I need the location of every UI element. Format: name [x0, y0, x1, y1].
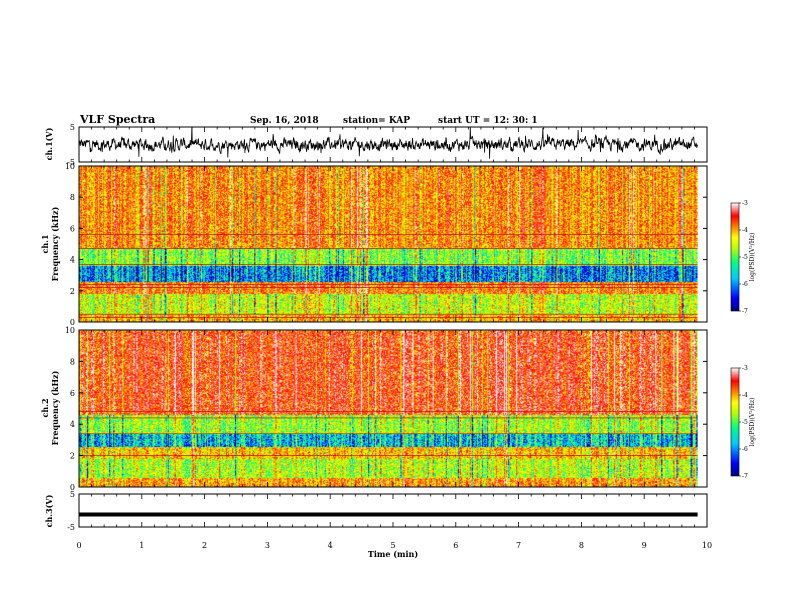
ch1-spec-y-label: ch.1 Frequency (kHz) [40, 206, 60, 281]
ch1-spectrogram-ytick-label: 4 [70, 256, 75, 265]
ch1-colorbar-bar [730, 202, 740, 312]
ch1-spectrogram-ytick-label: 10 [65, 162, 75, 171]
station-label: station= KAP [343, 116, 410, 126]
ch1-spectrogram-ytick-label: 8 [70, 193, 75, 202]
ch1-colorbar-tick-label: -7 [742, 308, 748, 315]
ch1-colorbar-label: log(PSD)(V²/Hz) [749, 233, 756, 282]
ch2-spectrogram-ytick-label: 10 [65, 326, 75, 335]
x-tick-label: 9 [642, 541, 647, 550]
ch1-spectrogram-image [79, 166, 698, 322]
ch2-spectrogram-image [79, 330, 698, 487]
ch1-colorbar-tick-label: -3 [742, 200, 748, 207]
ch2-spec-y-label-line2: Frequency (kHz) [50, 370, 60, 445]
ch1-colorbar-tick-label: -5 [742, 254, 748, 261]
x-tick-label: 2 [202, 541, 207, 550]
ch1-waveform-ytick-label: -5 [67, 158, 75, 167]
x-tick-label: 0 [76, 541, 81, 550]
ch1-spectrogram-ytick-label: 0 [70, 318, 75, 327]
ch2-colorbar: -3 -4 -5 -6 -7 log(PSD)(V²/Hz) [730, 365, 756, 480]
ch2-spectrogram-ytick-label: 6 [70, 389, 75, 398]
x-tick-label: 3 [265, 541, 270, 550]
figure-title: VLF Spectra [79, 113, 155, 126]
ch2-spec-y-label: ch.2 Frequency (kHz) [40, 370, 60, 445]
ch3-waveform-ytick-label: 5 [70, 490, 75, 499]
ch2-spectrogram-panel: 0 2 4 6 8 10 [65, 326, 708, 492]
ch2-colorbar-bar [730, 367, 740, 477]
ch1-spec-y-label-line2: Frequency (kHz) [50, 206, 60, 281]
ch1-colorbar: -3 -4 -5 -6 -7 log(PSD)(V²/Hz) [730, 200, 756, 315]
ch2-spectrogram-ytick-label: 4 [70, 420, 75, 429]
ch1-spectrogram-panel: 0 2 4 6 8 10 [65, 162, 708, 327]
ch2-colorbar-tick-label: -6 [742, 446, 748, 453]
x-tick-label: 4 [328, 541, 333, 550]
ch2-colorbar-label: log(PSD)(V²/Hz) [749, 398, 756, 447]
ch2-spectrogram-ytick-label: 2 [70, 452, 75, 461]
ch2-spec-y-label-line1: ch.2 [40, 398, 50, 417]
ch1-colorbar-tick-label: -4 [742, 227, 748, 234]
ch1-spectrogram-ytick-label: 6 [70, 224, 75, 233]
ch1-waveform-panel: 5 -5 [67, 123, 708, 167]
time-axis: 0 1 2 3 4 5 6 7 8 9 10 [76, 127, 712, 550]
ch3-waveform-bg [79, 494, 707, 527]
x-tick-label: 7 [516, 541, 521, 550]
ch2-colorbar-tick-label: -5 [742, 419, 748, 426]
ch3-waveform-panel: 5 -5 [67, 490, 708, 532]
ch1-spectrogram-ytick-label: 2 [70, 287, 75, 296]
ch2-colorbar-tick-label: -3 [742, 365, 748, 372]
ch2-spectrogram-ytick-label: 0 [70, 483, 75, 492]
x-tick-label: 1 [139, 541, 144, 550]
x-tick-label: 8 [579, 541, 584, 550]
x-tick-label: 10 [702, 541, 712, 550]
ch2-colorbar-tick-label: -7 [742, 473, 748, 480]
ch1-y-label: ch.1(V) [44, 127, 54, 160]
x-tick-label: 6 [453, 541, 458, 550]
start-ut-label: start UT = 12: 30: 1 [438, 116, 538, 126]
x-axis-label: Time (min) [368, 549, 418, 559]
ch1-waveform-line [79, 127, 698, 159]
x-tick-label: 5 [390, 541, 395, 550]
date-label: Sep. 16, 2018 [250, 116, 319, 126]
ch1-waveform-ytick-label: 5 [70, 123, 75, 132]
ch2-spectrogram-ytick-label: 8 [70, 357, 75, 366]
ch2-colorbar-tick-label: -4 [742, 392, 748, 399]
ch1-spec-y-label-line1: ch.1 [40, 234, 50, 253]
ch3-y-label: ch.3(V) [44, 494, 54, 527]
ch3-waveform-ytick-label: -5 [67, 523, 75, 532]
ch1-colorbar-tick-label: -6 [742, 281, 748, 288]
